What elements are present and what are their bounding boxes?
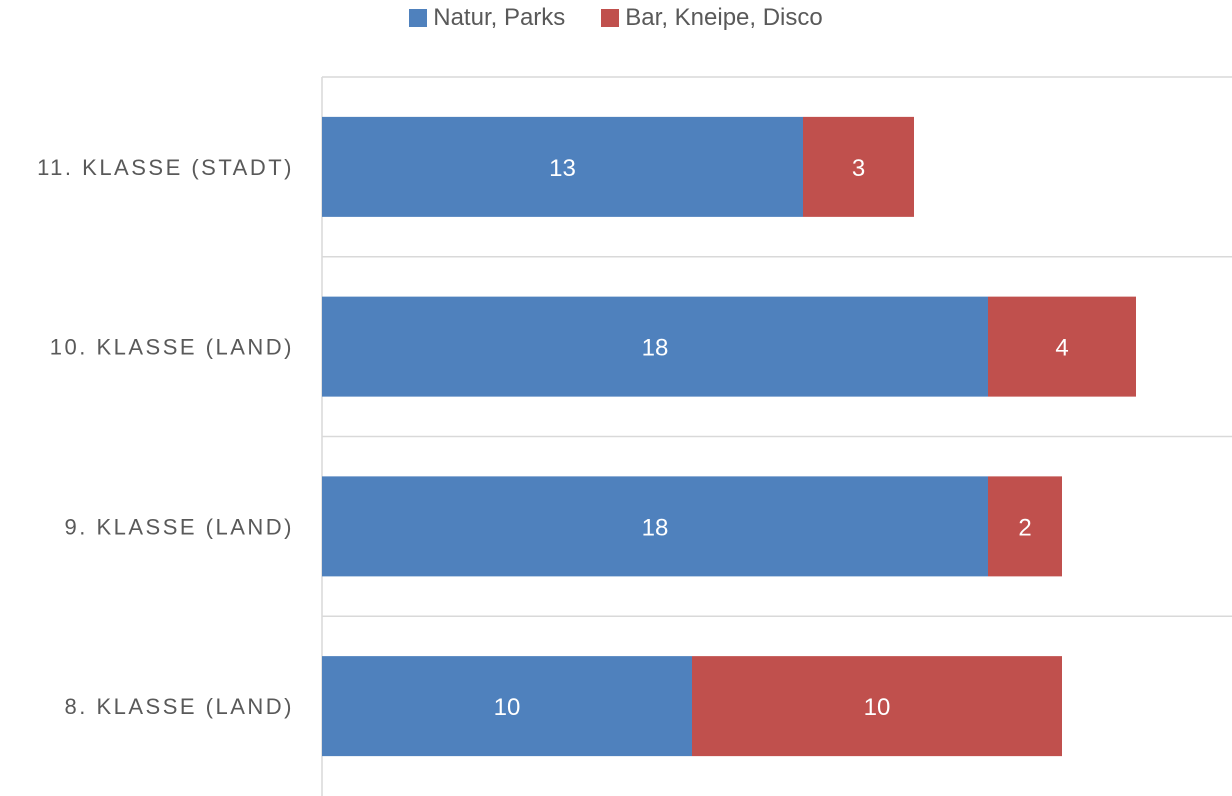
data-label: 10 xyxy=(864,694,891,721)
bar-segment xyxy=(803,116,914,217)
bar-segment xyxy=(322,476,988,577)
legend: Natur, Parks Bar, Kneipe, Disco xyxy=(0,4,1232,32)
bar-segment xyxy=(988,476,1062,577)
data-label: 4 xyxy=(1055,335,1068,362)
bar-segment xyxy=(692,656,1062,757)
data-label: 18 xyxy=(642,335,669,362)
data-label: 13 xyxy=(549,155,576,182)
legend-label-bar: Bar, Kneipe, Disco xyxy=(625,4,823,31)
legend-swatch-natur xyxy=(409,9,428,27)
bar-segment xyxy=(322,656,692,757)
data-label: 18 xyxy=(642,514,669,541)
bar-segment xyxy=(988,296,1136,397)
category-label: 10. KLASSE (LAND) xyxy=(50,335,294,360)
data-label: 2 xyxy=(1018,514,1031,541)
legend-item-natur: Natur, Parks xyxy=(409,4,565,32)
bar-segment xyxy=(322,296,988,397)
legend-label-natur: Natur, Parks xyxy=(433,4,566,31)
bar-segment xyxy=(322,116,803,217)
category-label: 8. KLASSE (LAND) xyxy=(64,694,294,719)
data-label: 10 xyxy=(494,694,521,721)
data-label: 3 xyxy=(852,155,865,182)
category-label: 9. KLASSE (LAND) xyxy=(64,514,294,539)
legend-swatch-bar xyxy=(601,9,620,27)
legend-item-bar: Bar, Kneipe, Disco xyxy=(601,4,823,32)
category-label: 11. KLASSE (STADT) xyxy=(37,155,294,180)
